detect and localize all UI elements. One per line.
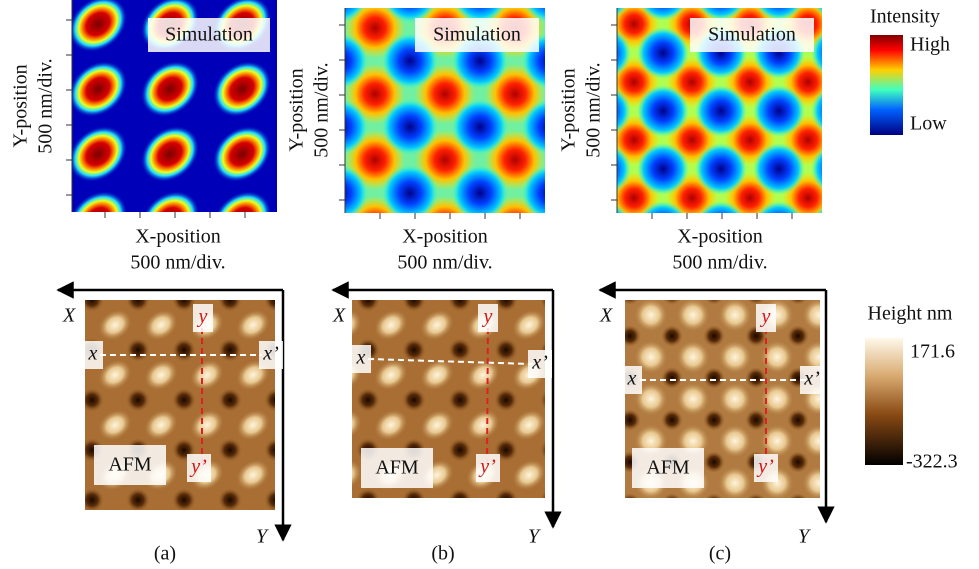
afm-label: AFM — [108, 454, 152, 476]
arrow-x-label: X — [332, 305, 346, 327]
arrow-x-label: X — [62, 305, 76, 327]
x-axis-div: 500 nm/div. — [130, 252, 225, 274]
y-end: y’ — [478, 456, 496, 478]
y-start: y — [482, 306, 493, 328]
sim-label: Simulation — [165, 24, 253, 46]
panel-label: (c) — [709, 543, 731, 565]
x-axis-label: X-position — [677, 226, 763, 248]
x-start: x — [356, 347, 366, 369]
x-axis-label: X-position — [135, 226, 221, 248]
x-start: x — [627, 368, 637, 390]
x-axis-div: 500 nm/div. — [672, 252, 767, 274]
y-axis-label: Y-position — [558, 68, 580, 151]
intensity-high: High — [910, 34, 950, 56]
y-axis-label: Y-position — [286, 68, 308, 151]
height-min: -322.3 — [906, 451, 958, 473]
x-end: x’ — [531, 352, 548, 374]
sim-label: Simulation — [708, 24, 796, 46]
y-profile — [487, 318, 488, 465]
y-start: y — [760, 306, 771, 328]
height-title: Height nm — [868, 303, 953, 325]
intensity-colorbar — [870, 35, 903, 135]
y-axis-div: 500 nm/div. — [583, 62, 605, 157]
y-start: y — [197, 306, 208, 328]
height-colorbar — [865, 338, 903, 465]
height-max: 171.6 — [910, 341, 955, 363]
intensity-title: Intensity — [870, 6, 940, 28]
panel-label: (a) — [154, 543, 176, 565]
afm-label: AFM — [646, 457, 690, 479]
figure: Simulation Simulation Simulation Y-posit… — [0, 0, 979, 569]
x-end: x’ — [803, 368, 820, 390]
arrow-y-label: Y — [798, 526, 811, 548]
y-end: y’ — [189, 456, 207, 478]
arrow-y-label: Y — [528, 526, 541, 548]
arrow-x-label: X — [599, 305, 613, 327]
x-axis-div: 500 nm/div. — [397, 252, 492, 274]
arrow-y-label: Y — [256, 526, 269, 548]
panel-label: (b) — [431, 543, 454, 565]
intensity-low: Low — [910, 113, 947, 135]
sim-label: Simulation — [433, 24, 521, 46]
y-axis-label: Y-position — [10, 64, 32, 147]
y-axis-div: 500 nm/div. — [311, 62, 333, 157]
y-axis-div: 500 nm/div. — [35, 58, 57, 153]
x-start: x — [88, 343, 98, 365]
y-end: y’ — [756, 456, 774, 478]
x-axis-label: X-position — [402, 226, 488, 248]
x-end: x’ — [262, 343, 279, 365]
afm-label: AFM — [375, 457, 419, 479]
